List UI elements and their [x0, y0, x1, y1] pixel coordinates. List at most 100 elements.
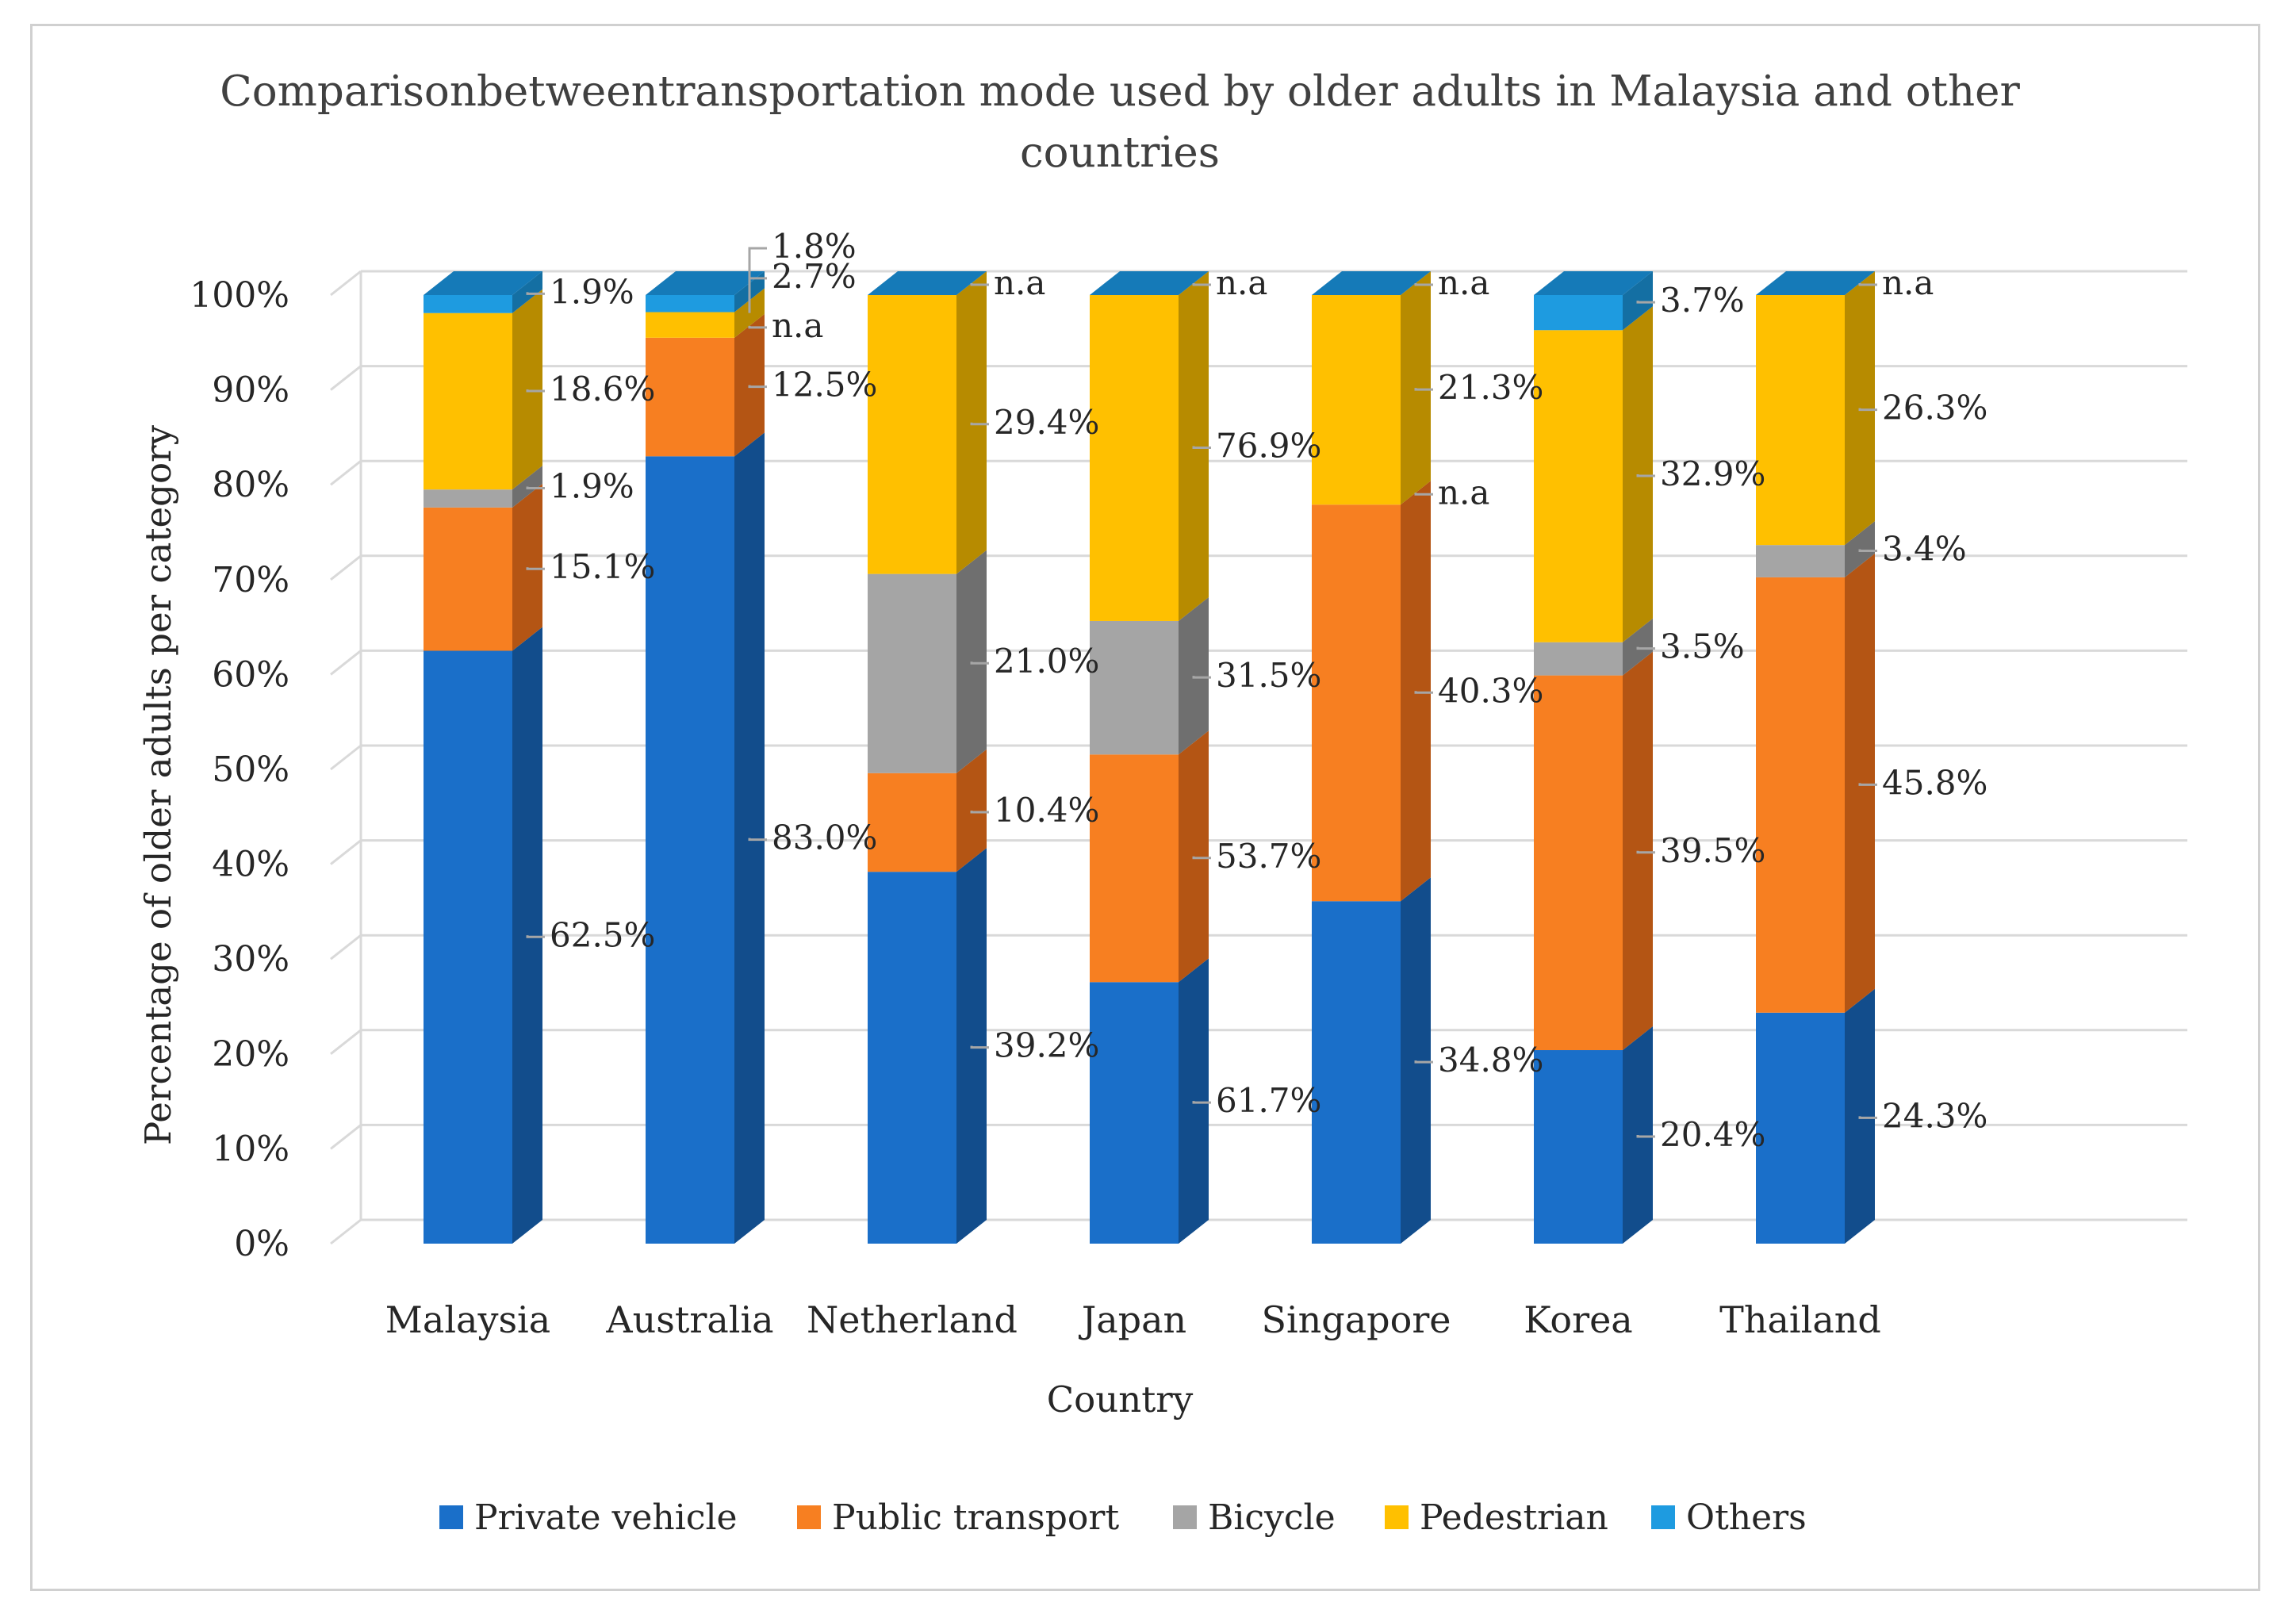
gridline-depth	[330, 839, 362, 865]
bar-front	[1756, 577, 1845, 1013]
x-tick-label-malaysia: Malaysia	[385, 1298, 550, 1341]
gridline-depth	[330, 1029, 362, 1055]
y-tick-label: 70%	[212, 560, 289, 600]
y-tick-label: 40%	[212, 845, 289, 885]
data-label-leader	[526, 486, 545, 490]
data-label-leader	[1414, 493, 1433, 496]
data-label-leader	[748, 385, 767, 389]
data-label-singapore-bicycle: n.a	[1438, 473, 1489, 512]
data-label-leader	[1192, 446, 1211, 449]
data-label-leader	[1858, 283, 1877, 286]
data-label-thailand-pedestrian: 26.3%	[1882, 389, 1987, 428]
bar-japan-bicycle	[1090, 596, 1209, 755]
y-tick-label: 100%	[190, 275, 289, 316]
x-axis-title: Country	[1047, 1378, 1194, 1421]
bar-front	[868, 573, 956, 773]
data-label-leader	[1414, 283, 1433, 286]
data-label-leader	[1858, 408, 1877, 412]
bar-top	[1756, 271, 1875, 295]
data-label-leader	[526, 935, 545, 938]
y-tick-label: 50%	[212, 750, 289, 790]
bar-front	[1090, 982, 1179, 1244]
data-label-japan-others: n.a	[1216, 263, 1267, 302]
y-tick-label: 30%	[212, 939, 289, 980]
bar-australia-public-transport	[646, 313, 765, 457]
data-label-thailand-private-vehicle: 24.3%	[1882, 1096, 1987, 1135]
bar-malaysia-pedestrian	[424, 289, 542, 490]
bar-thailand-private-vehicle	[1756, 988, 1875, 1244]
bar-front	[424, 295, 512, 313]
bar-front	[1534, 1050, 1623, 1244]
bar-top	[1534, 271, 1653, 295]
data-label-leader	[748, 838, 767, 842]
legend-swatch	[1651, 1505, 1675, 1529]
data-label-leader	[1636, 301, 1655, 304]
bar-front	[868, 773, 956, 872]
data-label-leader	[526, 567, 545, 570]
legend-label: Bicycle	[1208, 1497, 1336, 1538]
data-label-leader	[748, 325, 767, 329]
legend-item-pedestrian: Pedestrian	[1385, 1497, 1608, 1538]
data-label-singapore-others: n.a	[1438, 263, 1489, 302]
bar-singapore-private-vehicle	[1312, 877, 1431, 1244]
bar-korea-private-vehicle	[1534, 1026, 1653, 1244]
data-label-australia-private-vehicle: 83.0%	[772, 819, 877, 857]
bar-front	[424, 489, 512, 508]
data-label-thailand-others: n.a	[1882, 263, 1934, 302]
y-tick-label: 10%	[212, 1129, 289, 1169]
bar-netherland-pedestrian	[868, 271, 987, 574]
bar-front	[1534, 675, 1623, 1051]
bar-netherland-bicycle	[868, 550, 987, 773]
bar-front	[1756, 1012, 1845, 1244]
data-label-leader	[1636, 850, 1655, 854]
x-tick-label-australia: Australia	[605, 1298, 773, 1341]
bar-japan-pedestrian	[1090, 271, 1209, 621]
data-label-leader	[1636, 1135, 1655, 1138]
legend-item-private-vehicle: Private vehicle	[439, 1497, 738, 1538]
bar-front	[646, 295, 734, 312]
data-label-korea-public-transport: 39.5%	[1660, 831, 1765, 870]
bar-japan-private-vehicle	[1090, 958, 1209, 1244]
bar-australia-others	[646, 271, 765, 312]
gridline-depth	[330, 934, 362, 960]
bar-top	[1312, 271, 1431, 295]
data-label-malaysia-bicycle: 1.9%	[550, 467, 634, 506]
data-label-singapore-pedestrian: 21.3%	[1438, 368, 1543, 407]
data-label-netherland-public-transport: 10.4%	[994, 791, 1099, 830]
legend-label: Public transport	[832, 1497, 1119, 1538]
data-label-leader	[970, 283, 989, 286]
data-label-leader	[1414, 1060, 1433, 1064]
data-label-leader	[970, 422, 989, 426]
data-label-leader	[526, 292, 545, 295]
bar-malaysia-public-transport	[424, 483, 542, 651]
data-label-korea-pedestrian: 32.9%	[1660, 454, 1765, 493]
data-label-singapore-public-transport: 40.3%	[1438, 671, 1543, 710]
x-tick-label-netherland: Netherland	[807, 1298, 1018, 1341]
bar-front	[1312, 504, 1401, 902]
y-tick-label: 90%	[212, 370, 289, 411]
data-label-leader	[1192, 283, 1211, 286]
data-label-korea-private-vehicle: 20.4%	[1660, 1115, 1765, 1154]
data-label-leader	[970, 661, 989, 665]
y-axis-title: Percentage of older adults per category	[137, 424, 179, 1145]
gridline-depth	[330, 270, 362, 297]
bar-front	[1090, 754, 1179, 983]
y-tick-label: 80%	[212, 465, 289, 505]
data-label-netherland-others: n.a	[994, 263, 1045, 302]
data-label-leader	[1192, 856, 1211, 860]
bar-front	[1534, 330, 1623, 642]
legend-item-others: Others	[1651, 1497, 1807, 1538]
legend-swatch	[1385, 1505, 1409, 1529]
bar-front	[424, 312, 512, 490]
legend-swatch	[797, 1505, 821, 1529]
bar-front	[1534, 642, 1623, 676]
data-label-leader	[1192, 676, 1211, 679]
bar-netherland-private-vehicle	[868, 848, 987, 1244]
bar-front	[1756, 545, 1845, 577]
data-label-japan-bicycle: 31.5%	[1216, 656, 1321, 695]
data-label-korea-bicycle: 3.5%	[1660, 627, 1745, 666]
bar-top	[646, 271, 765, 295]
legend-item-public-transport: Public transport	[797, 1497, 1119, 1538]
bar-thailand-pedestrian	[1756, 271, 1875, 546]
